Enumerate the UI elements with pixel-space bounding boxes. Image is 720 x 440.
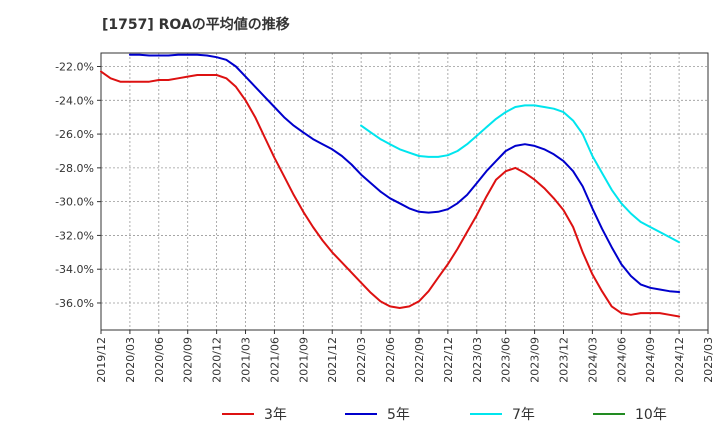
legend-label: 10年: [635, 407, 667, 423]
x-axis-tick-labels: 2019/12 2020/03 2020/06 2020/09 2020/12 2021/…: [95, 330, 715, 383]
y-tick-label: -34.0%: [55, 263, 94, 276]
x-tick-label: 2021/12: [326, 337, 339, 383]
x-tick-label: 2020/06: [153, 337, 166, 383]
legend-label: 7年: [512, 407, 535, 423]
x-tick-label: 2022/09: [413, 337, 426, 383]
x-tick-label: 2023/03: [471, 337, 484, 383]
grid-lines: [100, 53, 709, 330]
x-tick-label: 2023/09: [529, 337, 542, 383]
x-tick-label: 2023/12: [557, 337, 570, 383]
x-tick-label: 2024/03: [586, 337, 599, 383]
series-line-3年: [100, 70, 681, 318]
chart-title: [1757] ROAの平均値の推移: [102, 17, 290, 33]
x-tick-label: 2021/03: [240, 337, 253, 383]
x-tick-label: 2025/03: [702, 337, 715, 383]
x-tick-label: 2019/12: [95, 337, 108, 383]
y-tick-label: -28.0%: [55, 162, 94, 175]
x-tick-label: 2024/09: [644, 337, 657, 383]
series-lines: [100, 53, 681, 318]
legend-label: 3年: [264, 407, 287, 423]
legend-item: 3年: [222, 407, 287, 423]
y-axis-tick-labels: -22.0% -24.0% -26.0% -28.0% -30.0% -32.0% -34.…: [55, 61, 101, 310]
legend-item: 10年: [593, 407, 667, 423]
y-tick-label: -22.0%: [55, 61, 94, 74]
x-tick-label: 2021/09: [297, 337, 310, 383]
x-tick-label: 2020/12: [211, 337, 224, 383]
x-tick-label: 2021/06: [268, 337, 281, 383]
x-tick-label: 2022/12: [442, 337, 455, 383]
x-tick-label: 2020/03: [124, 337, 137, 383]
x-tick-label: 2022/06: [384, 337, 397, 383]
plot-area-frame: [100, 52, 709, 331]
y-tick-label: -36.0%: [55, 297, 94, 310]
legend-label: 5年: [387, 407, 410, 423]
y-tick-label: -30.0%: [55, 196, 94, 209]
y-tick-label: -32.0%: [55, 229, 94, 242]
x-tick-label: 2023/06: [500, 337, 513, 383]
x-tick-label: 2022/03: [355, 337, 368, 383]
y-tick-label: -26.0%: [55, 128, 94, 141]
legend-item: 5年: [345, 407, 410, 423]
legend-item: 7年: [470, 407, 535, 423]
series-line-5年: [128, 53, 681, 293]
series-line-7年: [360, 104, 681, 244]
x-tick-label: 2020/09: [182, 337, 195, 383]
x-tick-label: 2024/06: [615, 337, 628, 383]
x-tick-label: 2024/12: [673, 337, 686, 383]
y-tick-label: -24.0%: [55, 94, 94, 107]
legend: 3年 5年 7年 10年: [222, 407, 667, 423]
